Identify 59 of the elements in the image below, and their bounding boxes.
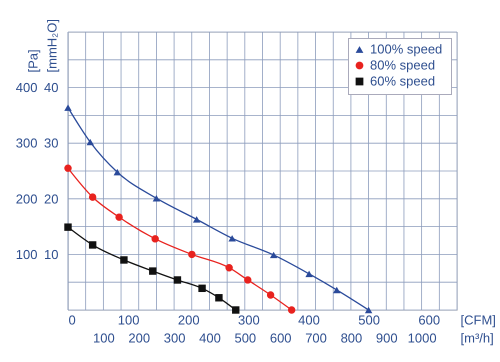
x2-tick-label: 900 <box>376 330 398 346</box>
point <box>64 164 72 172</box>
x2-tick-label: 300 <box>164 330 186 346</box>
point <box>86 138 94 146</box>
point <box>244 276 252 284</box>
point <box>174 276 182 284</box>
x2-tick-label: 1000 <box>408 330 437 346</box>
point <box>88 193 96 201</box>
point <box>232 306 240 314</box>
y2-tick-label: 10 <box>44 246 58 262</box>
point <box>198 284 206 292</box>
point <box>270 252 278 258</box>
point <box>114 168 122 176</box>
point <box>88 241 96 249</box>
point <box>288 306 296 314</box>
point <box>64 223 72 231</box>
y-axis-title: [Pa] <box>26 49 40 72</box>
point <box>333 286 340 294</box>
x2-tick-label: 200 <box>128 330 150 346</box>
x-axis-title: [CFM] <box>460 312 496 328</box>
point <box>152 195 160 202</box>
x2-tick-label: 600 <box>270 330 292 346</box>
y2-axis-title: [mmH₂O] <box>44 19 60 72</box>
legend-label: 80% speed <box>370 58 436 72</box>
legend-label: 100% speed <box>370 42 442 56</box>
y2-tick-label: 40 <box>44 80 58 96</box>
point <box>188 250 196 258</box>
point <box>215 294 223 302</box>
point <box>266 291 274 299</box>
x2-tick-label: 800 <box>340 330 362 346</box>
x-tick-label: 200 <box>178 312 200 328</box>
x-tick-label: 100 <box>118 312 140 328</box>
y-tick-label: 300 <box>16 136 38 151</box>
point <box>120 256 128 264</box>
legend-label: 60% speed <box>370 74 436 88</box>
x-tick-label: 600 <box>418 312 440 328</box>
x-tick-label: 500 <box>358 312 380 328</box>
y2-tick-label: 20 <box>44 191 58 206</box>
x2-tick-label: 700 <box>305 330 327 346</box>
point <box>64 104 72 111</box>
point <box>115 213 123 221</box>
point <box>151 235 159 243</box>
point <box>305 270 313 278</box>
x2-tick-label: 100 <box>93 330 115 346</box>
y2-tick-label: 30 <box>44 136 58 151</box>
y-tick-label: 400 <box>16 80 38 96</box>
point <box>149 267 156 275</box>
point <box>228 235 236 242</box>
y-tick-label: 200 <box>16 191 38 206</box>
x-tick-label: 0 <box>68 312 76 328</box>
point <box>192 216 200 223</box>
point <box>364 306 372 314</box>
x-tick-label: 300 <box>238 312 260 328</box>
point <box>225 264 233 272</box>
x2-axis-title: [m³/h] <box>460 330 494 346</box>
y-tick-label: 100 <box>16 246 38 262</box>
x2-tick-label: 500 <box>234 330 256 346</box>
x2-tick-label: 400 <box>199 330 221 346</box>
x-tick-label: 400 <box>298 312 320 328</box>
